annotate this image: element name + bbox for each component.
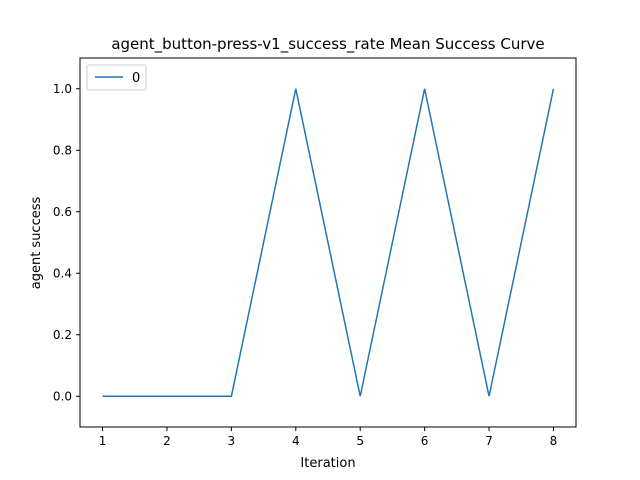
axes-frame xyxy=(79,57,577,428)
series-line-0 xyxy=(102,88,555,397)
x-tick-label: 8 xyxy=(550,434,558,448)
x-tick-label: 1 xyxy=(99,434,107,448)
y-tick-label: 0.4 xyxy=(53,266,72,280)
x-axis-label: Iteration xyxy=(300,456,355,471)
x-axis-ticks: 1 2 3 4 5 6 7 8 xyxy=(99,427,558,448)
x-tick-label: 2 xyxy=(163,434,171,448)
y-axis-label: agent success xyxy=(29,197,44,290)
x-tick-label: 5 xyxy=(356,434,364,448)
legend-label: 0 xyxy=(132,71,140,86)
chart-title: agent_button-press-v1_success_rate Mean … xyxy=(111,35,544,54)
x-tick-label: 4 xyxy=(292,434,300,448)
x-tick-label: 3 xyxy=(228,434,236,448)
y-tick-label: 0.2 xyxy=(53,328,72,342)
y-tick-label: 0.0 xyxy=(53,389,72,403)
y-tick-label: 1.0 xyxy=(53,82,72,96)
x-tick-label: 7 xyxy=(485,434,493,448)
series-layer xyxy=(102,88,555,397)
y-axis-ticks: 0.0 0.2 0.4 0.6 0.8 1.0 xyxy=(53,82,80,403)
legend: 0 xyxy=(86,64,147,91)
x-tick-label: 6 xyxy=(421,434,429,448)
y-tick-label: 0.8 xyxy=(53,143,72,157)
plot-area: 1 2 3 4 5 6 7 8 0.0 0.2 0.4 0.6 0.8 1.0 xyxy=(53,57,577,448)
y-tick-label: 0.6 xyxy=(53,205,72,219)
